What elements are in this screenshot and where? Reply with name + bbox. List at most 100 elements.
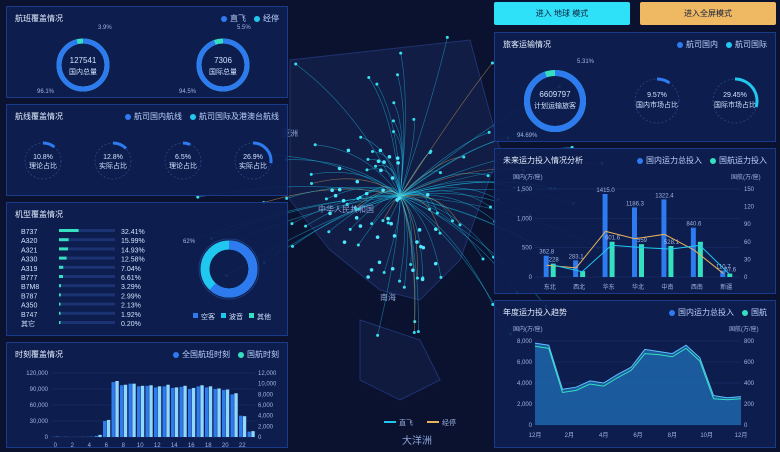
route-line xyxy=(393,102,403,197)
airport-dot xyxy=(355,179,360,184)
domestic-area xyxy=(535,343,741,425)
airport-dot xyxy=(397,196,402,200)
gauge-arc xyxy=(524,70,586,132)
airline-slot-bar xyxy=(157,386,162,437)
airline-slot-bar xyxy=(166,384,170,437)
annual-trend-panel: 年度运力投入趋势 国内运力总投入 国航 国内(万/座) 国航(万/座) 8,00… xyxy=(494,300,776,448)
y-tick-left: 1,500 xyxy=(517,187,533,193)
domestic-capacity-bar xyxy=(602,193,608,277)
route-line xyxy=(376,83,401,197)
airport-dot xyxy=(337,166,342,171)
y-tick-left: 0 xyxy=(529,423,533,429)
domestic-value-label: 840.6 xyxy=(686,222,702,228)
national-slot-bar xyxy=(111,382,115,437)
airport-dot xyxy=(445,35,449,39)
aircraft-type-label: 其它 xyxy=(21,319,35,328)
aircraft-type-label: B787 xyxy=(21,293,37,300)
map-legend-stopover: 经停 xyxy=(427,418,456,428)
airport-dot xyxy=(364,191,369,196)
x-tick: 22 xyxy=(239,443,246,449)
y-tick-right: 120 xyxy=(744,205,755,211)
gauge-arc xyxy=(182,141,191,146)
airport-dot xyxy=(359,135,363,139)
domestic-capacity-bar xyxy=(720,270,726,277)
aircraft-share-value: 15.99% xyxy=(121,238,145,245)
route-line xyxy=(368,77,401,197)
y-tick-left: 90,000 xyxy=(30,387,49,393)
airport-dot xyxy=(285,196,289,200)
gauge-outline xyxy=(634,78,680,124)
map-label-oceania: 大洋洲 xyxy=(402,436,432,447)
passenger-transport-legend: 航司国内 航司国际 xyxy=(677,39,767,50)
national-slot-bar xyxy=(205,387,209,437)
gauge-value: 26.9% xyxy=(243,154,263,161)
hourly-coverage-panel: 时刻覆盖情况 全国航班时刻 国航时刻 120,000 90,000 60,000 30… xyxy=(6,342,288,449)
gauge-label: 理论占比 xyxy=(29,161,57,170)
domestic-capacity-bar xyxy=(543,255,549,277)
airport-dot xyxy=(417,228,422,232)
route-line xyxy=(286,186,401,199)
airline-capacity-bar xyxy=(727,273,733,277)
gauge-outline xyxy=(164,142,202,180)
aircraft-share-value: 2.13% xyxy=(121,303,141,310)
legend-airline-international: 航司国际 xyxy=(726,39,767,50)
legend-other: 其他 xyxy=(257,312,271,321)
domestic-share-value: 9.57% xyxy=(647,92,667,99)
donut-outline xyxy=(198,238,260,300)
aircraft-bar-track xyxy=(59,293,115,297)
gauge-arc xyxy=(42,141,56,149)
airport-dot xyxy=(346,148,351,153)
left-unit: 国内(万/座) xyxy=(513,173,543,181)
x-tick: 0 xyxy=(54,443,58,449)
left-unit: 国内(万/座) xyxy=(513,325,543,333)
capacity-analysis-legend: 国内运力总投入 国航运力投入 xyxy=(637,155,767,166)
gauge-arc xyxy=(196,38,250,92)
y-tick-left: 60,000 xyxy=(30,403,49,409)
aircraft-share-value: 7.04% xyxy=(121,266,141,273)
airport-dot xyxy=(415,276,419,280)
airport-dot xyxy=(382,271,386,275)
y-tick-right: 60 xyxy=(744,240,751,246)
international-share-arc xyxy=(734,77,759,108)
aircraft-type-label: B747 xyxy=(21,312,37,319)
aircraft-type-label: A330 xyxy=(21,257,37,264)
category-label: 华北 xyxy=(632,283,644,291)
domestic-total-label: 国内总量 xyxy=(69,67,97,76)
airline-trend-line xyxy=(552,244,730,275)
aircraft-type-label: B777 xyxy=(21,275,37,282)
route-line xyxy=(366,168,401,197)
aircraft-bar-track xyxy=(59,229,115,232)
domestic-trend-line xyxy=(546,230,724,274)
airline-slot-bar xyxy=(140,385,145,437)
x-tick: 10 xyxy=(137,443,144,449)
map-legend: 直飞 经停 xyxy=(384,418,456,428)
x-tick: 4月 xyxy=(599,432,608,439)
national-slot-bar xyxy=(196,386,200,437)
national-slot-bar xyxy=(128,383,132,437)
aircraft-share-value: 2.99% xyxy=(121,293,141,300)
route-line xyxy=(263,188,401,203)
national-slot-bar xyxy=(222,390,226,437)
route-coverage-gauges: 127541 国内总量 3.9% 96.1% 7306 国际总量 5.5% 94… xyxy=(37,25,251,95)
domestic-line xyxy=(534,342,742,399)
aircraft-type-label: B7M8 xyxy=(21,284,39,291)
airport-dot xyxy=(386,216,390,221)
aircraft-bar-track xyxy=(59,284,115,288)
airport-dot xyxy=(291,244,295,248)
domestic-bottom-pct: 96.1% xyxy=(37,89,55,95)
airline-line xyxy=(534,345,742,401)
national-slot-bar xyxy=(239,415,243,437)
globe-mode-button[interactable]: 进入 地球 模式 xyxy=(494,2,630,25)
airport-dot xyxy=(370,222,374,226)
national-slot-bar xyxy=(154,387,158,437)
panel-title: 年度运力投入趋势 xyxy=(503,308,567,317)
line-coverage-panel: 航线覆盖情况 航司国内航线 航司国际及港澳台航线 10.8% 理论占比 12.8… xyxy=(6,104,288,196)
legend-airbus-swatch xyxy=(193,313,198,318)
legend-airline-domestic: 航司国内 xyxy=(677,39,718,50)
aircraft-bar xyxy=(59,284,61,288)
legend-airline-slots: 国航时刻 xyxy=(238,349,279,360)
airport-dot xyxy=(488,205,492,209)
planned-passengers-label: 计划运输旅客 xyxy=(534,101,576,110)
full-screen-mode-button[interactable]: 进入全屏模式 xyxy=(640,2,776,25)
